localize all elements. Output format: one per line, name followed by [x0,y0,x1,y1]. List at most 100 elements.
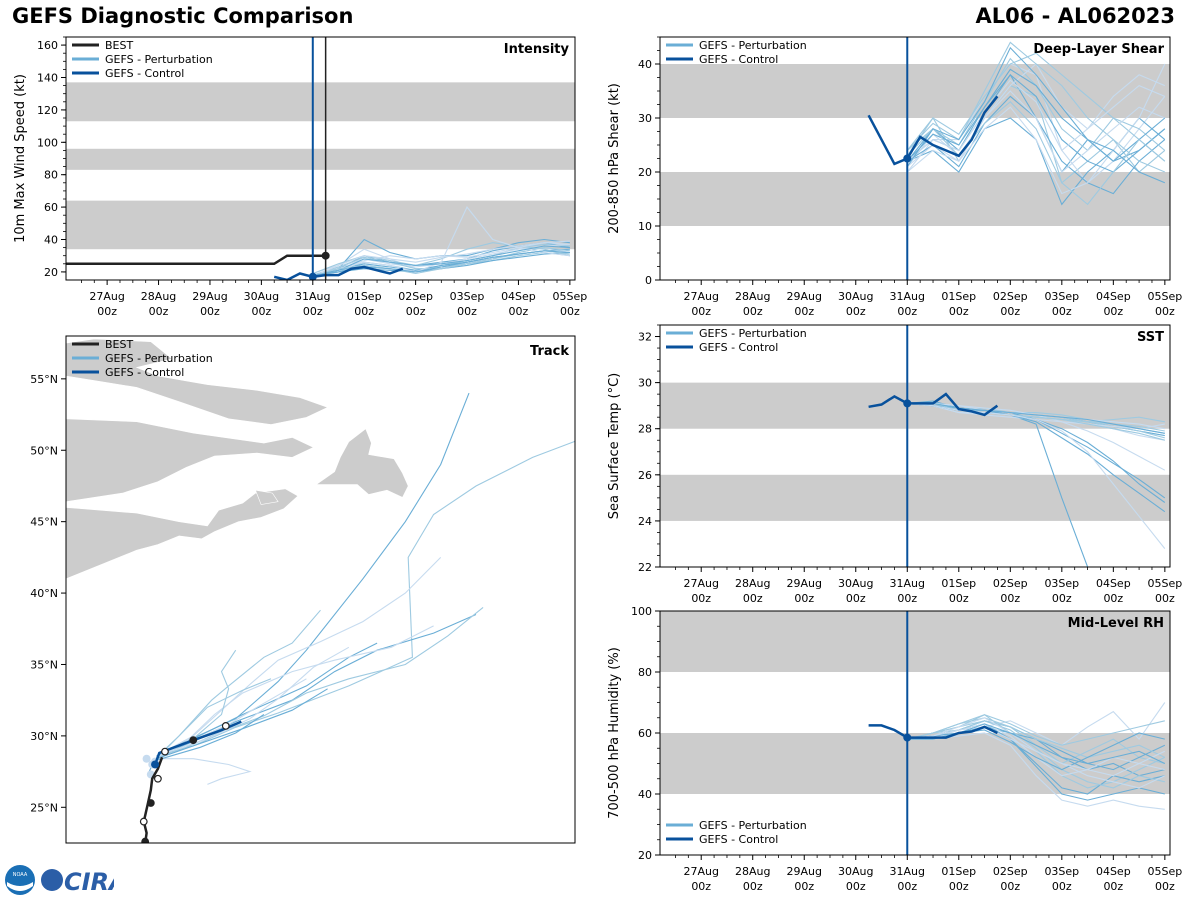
rh-ytick-label: 40 [638,788,652,801]
shear-xtick-label-hour: 00z [846,305,866,318]
intensity-xtick-label: 01Sep [347,290,382,303]
intensity-xtick-label-hour: 00z [457,305,477,318]
sst-ylabel: Sea Surface Temp (°C) [607,373,622,520]
sst-perturbation-line [907,402,1166,549]
sst-xtick-label: 27Aug [683,577,718,590]
sst-xtick-label: 05Sep [1147,577,1182,590]
intensity-ytick-label: 120 [37,104,58,117]
sst-xtick-label-hour: 00z [846,592,866,605]
cira-logo-text: CIRA [64,868,114,896]
intensity-control-line [273,265,404,280]
intensity-xtick-label-hour: 00z [560,305,580,318]
track-land [66,488,299,580]
intensity-title: Intensity [504,42,570,57]
rh-perturbation-line [907,720,1166,758]
rh-title: Mid-Level RH [1068,616,1164,631]
shear-perturbation-line [906,63,1166,195]
sst-frame [659,324,1171,568]
track-best-point [189,736,198,745]
rh-xtick-label: 27Aug [683,865,718,878]
sst-xtick-label: 30Aug [838,577,873,590]
intensity-xtick-label: 05Sep [552,290,587,303]
cira-logo: NOAA CIRA [5,865,114,896]
rh-xtick-label: 30Aug [838,865,873,878]
track-panel: 25°N30°N35°N40°N45°N50°N55°NTrackBESTGEF… [30,335,576,844]
sst-band-0 [660,474,1170,521]
track-best-point [154,774,162,783]
shear-xtick-label-hour: 00z [743,305,763,318]
track-perturbation-line [156,646,350,757]
shear-plot-area [867,41,1166,206]
shear-xtick-label-hour: 00z [1052,305,1072,318]
track-map-area [66,338,575,843]
intensity-best-line [66,254,326,266]
shear-xtick-label-hour: 00z [1000,305,1020,318]
sst-xtick-label: 28Aug [735,577,770,590]
shear-title: Deep-Layer Shear [1033,42,1164,57]
sst-xtick-label: 02Sep [993,577,1028,590]
intensity-xtick-label: 28Aug [141,290,176,303]
track-best-point [141,837,150,843]
rh-xtick-label-hour: 00z [1103,880,1123,893]
track-best-point [221,721,230,730]
shear-xtick-label-hour: 00z [949,305,969,318]
sst-xtick-label: 01Sep [941,577,976,590]
intensity-xtick-label: 31Aug [295,290,330,303]
sst-xtick-label-hour: 00z [1000,592,1020,605]
track-best-point [139,817,148,826]
intensity-ytick-label: 60 [44,201,58,214]
intensity-band-1 [66,148,575,170]
rh-ylabel: 700-500 hPa Humidity (%) [607,647,622,819]
legend-label-perturbation: GEFS - Perturbation [699,327,807,340]
sst-panel: 22 24 26 28 30 32 27Aug 00z 28Aug 00z 29Aug 00z 30Au… [607,324,1182,605]
intensity-perturbation-line [312,240,570,278]
track-best-line [142,756,164,843]
legend-label-control: GEFS - Control [699,833,778,846]
shear-band-0 [660,172,1170,226]
intensity-xtick-label: 03Sep [450,290,485,303]
rh-band-1 [660,611,1170,672]
intensity-xtick-label-hour: 00z [97,305,117,318]
sst-xtick-label: 29Aug [787,577,822,590]
track-lat-label: 35°N [30,658,58,671]
shear-control-line [867,95,999,166]
track-lat-label: 40°N [30,587,58,600]
shear-ylabel: 200-850 hPa Shear (kt) [607,83,622,234]
intensity-xtick-label-hour: 00z [251,305,271,318]
intensity-xtick-label: 29Aug [192,290,227,303]
intensity-ytick-label: 160 [37,39,58,52]
shear-xtick-label: 30Aug [838,290,873,303]
sst-perturbation-line [907,402,1165,434]
intensity-band-0 [66,200,575,250]
rh-xtick-label-hour: 00z [1155,880,1175,893]
sst-xtick-label-hour: 00z [1155,592,1175,605]
rh-perturbation-line [907,714,1165,746]
track-perturbation-line [156,758,252,785]
legend-label-best: BEST [105,39,133,52]
shear-ytick-label: 20 [638,166,652,179]
track-perturbation-line [156,440,575,757]
shear-perturbation-line [906,79,1166,162]
legend-label-best: BEST [105,338,133,351]
intensity-perturbation-line [312,245,570,276]
track-perturbation-line [156,678,272,758]
rh-xtick-label-hour: 00z [1000,880,1020,893]
legend-label-perturbation: GEFS - Perturbation [105,53,213,66]
rh-xtick-label: 28Aug [735,865,770,878]
intensity-best-current-point [321,251,330,260]
storm-id: AL06 - AL062023 [975,4,1176,28]
shear-xtick-label-hour: 00z [1155,305,1175,318]
track-land [66,338,329,425]
intensity-ytick-label: 20 [44,266,58,279]
shear-perturbation-line [906,41,1166,173]
legend-label-perturbation: GEFS - Perturbation [699,819,807,832]
shear-xtick-label: 31Aug [890,290,925,303]
intensity-xtick-label-hour: 00z [406,305,426,318]
track-best-point [161,747,169,756]
rh-xtick-label: 29Aug [787,865,822,878]
shear-perturbation-line [906,68,1166,162]
intensity-plot-area [66,206,571,280]
track-frame [65,335,576,844]
shear-panel: 0 10 20 30 40 27Aug 00z 28Aug 00z 29Aug 00z 30Aug 00… [607,36,1182,318]
